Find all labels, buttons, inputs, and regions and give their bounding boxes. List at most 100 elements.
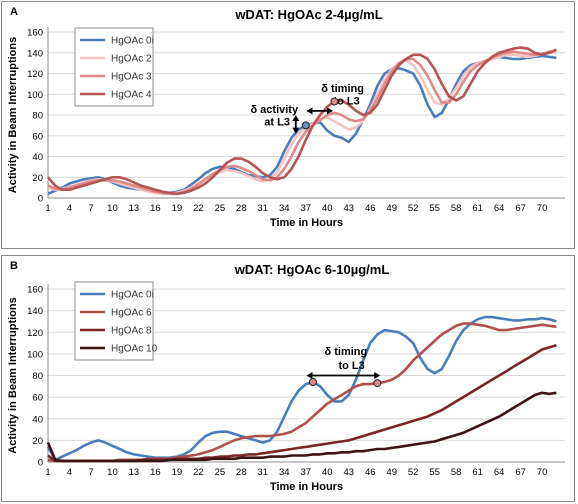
legend-label: HgOAc 4: [111, 90, 152, 101]
x-tick-label: 10: [107, 467, 118, 478]
y-tick-label: 40: [32, 152, 43, 163]
legend-label: HgOAc 2: [111, 54, 152, 65]
x-tick-label: 28: [236, 203, 247, 214]
y-tick-label: 100: [27, 349, 43, 360]
x-tick-label: 19: [172, 467, 183, 478]
y-tick-label: 160: [27, 285, 43, 296]
panel-label: B: [10, 260, 18, 272]
arrowhead: [292, 127, 300, 134]
y-axis-label: Activity in Beam Interruptions: [7, 297, 19, 453]
x-tick-label: 16: [150, 467, 161, 478]
x-tick-label: 7: [88, 467, 93, 478]
series-line: [47, 51, 557, 196]
x-tick-label: 52: [408, 467, 419, 478]
series-line: [46, 391, 557, 463]
x-tick-label: 70: [537, 467, 548, 478]
annotation-text: to L3: [333, 96, 359, 108]
x-tick-label: 67: [515, 467, 526, 478]
y-tick-label: 20: [32, 173, 43, 184]
chart-title: wDAT: HgOAc 6-10µg/mL: [234, 262, 390, 277]
x-tick-label: 37: [300, 467, 311, 478]
series-line: [47, 49, 557, 196]
y-tick-label: 0: [38, 458, 43, 469]
x-tick-label: 13: [129, 203, 140, 214]
annotation-text: δ timing: [325, 346, 368, 358]
y-tick-label: 160: [27, 28, 43, 39]
x-tick-label: 19: [172, 203, 183, 214]
x-tick-label: 28: [236, 467, 247, 478]
y-tick-label: 140: [27, 48, 43, 59]
y-axis-label: Activity in Beam Interruptions: [7, 37, 19, 193]
x-tick-label: 4: [67, 203, 72, 214]
l3-marker: [373, 379, 382, 388]
x-tick-label: 13: [129, 467, 140, 478]
x-tick-label: 16: [150, 203, 161, 214]
x-tick-label: 46: [365, 467, 376, 478]
x-tick-label: 64: [494, 467, 505, 478]
x-tick-label: 1: [45, 203, 50, 214]
l3-marker: [330, 97, 339, 106]
legend-label: HgOAc 6: [111, 308, 152, 319]
x-tick-label: 37: [300, 203, 311, 214]
arrowhead: [326, 107, 333, 115]
series-line: [47, 343, 557, 463]
annotation-text: to L3: [338, 360, 364, 372]
x-tick-label: 34: [279, 203, 290, 214]
panel-label: A: [10, 6, 18, 18]
y-tick-label: 60: [32, 131, 43, 142]
y-tick-label: 80: [32, 371, 43, 382]
x-tick-label: 43: [343, 203, 354, 214]
x-tick-label: 61: [472, 467, 483, 478]
x-tick-label: 55: [429, 203, 440, 214]
l3-marker: [301, 121, 310, 130]
x-tick-label: 1: [45, 467, 50, 478]
x-tick-label: 40: [322, 467, 333, 478]
x-tick-label: 67: [515, 203, 526, 214]
arrowhead: [292, 115, 300, 121]
x-axis-label: Time in Hours: [270, 481, 343, 493]
legend-label: HgOAc 0i: [111, 290, 154, 301]
annotation-text: δ timing: [321, 83, 364, 95]
x-tick-label: 49: [386, 467, 397, 478]
x-tick-label: 22: [193, 467, 204, 478]
x-tick-label: 58: [451, 203, 462, 214]
y-tick-label: 20: [32, 436, 43, 447]
y-tick-label: 120: [27, 69, 43, 80]
annotation-text: δ activity: [250, 104, 299, 116]
legend-label: HgOAc 0i: [111, 36, 154, 47]
y-tick-label: 80: [32, 111, 43, 122]
x-tick-label: 55: [429, 467, 440, 478]
x-tick-label: 10: [107, 203, 118, 214]
x-tick-label: 25: [215, 467, 226, 478]
y-tick-label: 0: [38, 194, 43, 205]
chart-title: wDAT: HgOAc 2-4µg/mL: [234, 7, 382, 22]
y-tick-label: 100: [27, 90, 43, 101]
legend-label: HgOAc 10: [111, 344, 158, 355]
x-tick-label: 61: [472, 203, 483, 214]
y-tick-label: 140: [27, 306, 43, 317]
x-tick-label: 22: [193, 203, 204, 214]
x-axis-label: Time in Hours: [270, 217, 343, 229]
x-tick-label: 49: [386, 203, 397, 214]
arrowhead: [306, 107, 313, 115]
x-tick-label: 7: [88, 203, 93, 214]
x-tick-label: 34: [279, 467, 290, 478]
x-tick-label: 46: [365, 203, 376, 214]
legend-label: HgOAc 8: [111, 326, 152, 337]
l3-marker: [308, 377, 317, 386]
annotation-text: at L3: [264, 116, 290, 128]
y-tick-label: 40: [32, 414, 43, 425]
x-tick-label: 40: [322, 203, 333, 214]
y-tick-label: 120: [27, 328, 43, 339]
x-tick-label: 31: [258, 203, 269, 214]
x-tick-label: 43: [343, 467, 354, 478]
x-tick-label: 31: [258, 467, 269, 478]
x-tick-label: 70: [537, 203, 548, 214]
arrowhead: [374, 372, 381, 379]
x-tick-label: 58: [451, 467, 462, 478]
x-tick-label: 64: [494, 203, 505, 214]
